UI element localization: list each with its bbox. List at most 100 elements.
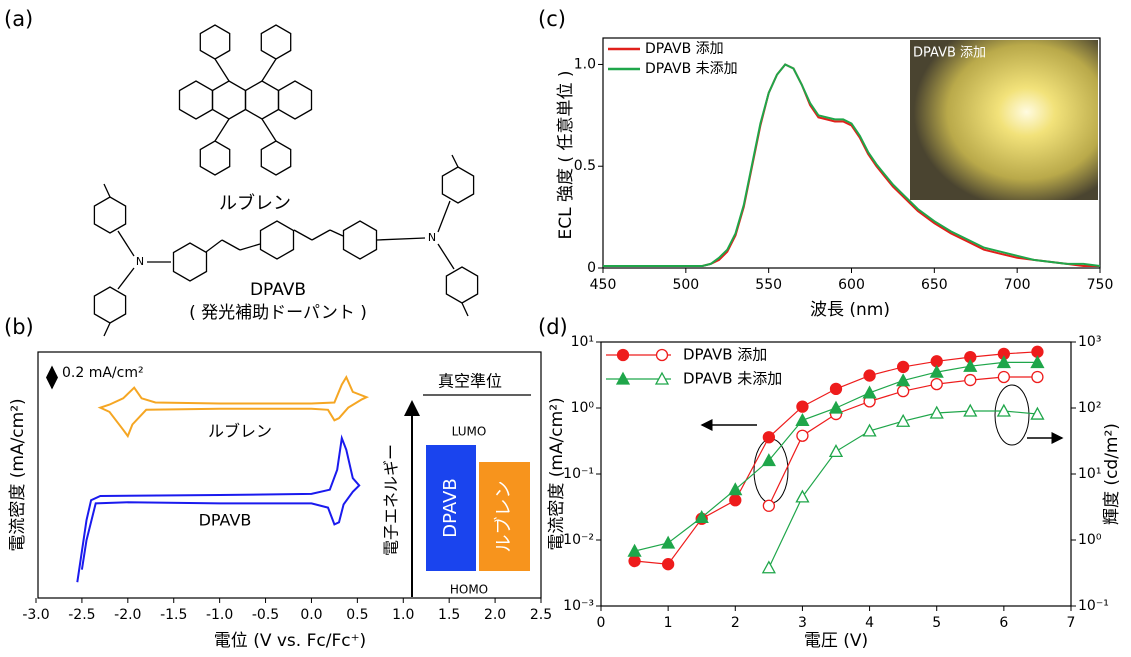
bond — [215, 59, 229, 81]
bond — [104, 184, 110, 197]
x-tick-label: 600 — [838, 277, 865, 293]
ring — [213, 81, 246, 119]
bond — [118, 268, 134, 289]
series-label: DPAVB — [199, 511, 252, 530]
x-tick-label: -2.0 — [114, 607, 141, 623]
x-axis-label: 波長 (nm) — [810, 300, 890, 320]
bond — [240, 244, 260, 250]
data-line — [769, 411, 1038, 568]
vacuum-level-label: 真空準位 — [438, 372, 502, 391]
y-tick-label: 0.5 — [574, 158, 596, 174]
inset-photo — [910, 40, 1098, 200]
x-tick-label: 5 — [932, 615, 941, 631]
y2-axis-label: 輝度 (cd/m²) — [1102, 423, 1122, 525]
data-point — [796, 491, 808, 502]
ring — [261, 221, 294, 259]
molecule-note: ( 発光補助ドーパント ) — [189, 303, 367, 323]
panel-label: (b) — [4, 315, 34, 339]
figure: (a) ルブレン DPAVB ( 発光補助ドーパント ) N N DPAVB 添… — [0, 0, 1131, 657]
ring — [246, 81, 279, 119]
bond — [330, 230, 343, 236]
bond — [312, 230, 330, 240]
data-point — [831, 383, 842, 394]
bond — [377, 238, 425, 240]
y-tick-label: 10¹ — [571, 334, 594, 350]
data-point — [898, 386, 909, 397]
homo-label: HOMO — [450, 583, 488, 597]
x-tick-label: 0 — [597, 615, 606, 631]
series-label: ルブレン — [208, 422, 272, 441]
data-point — [763, 500, 774, 511]
ring — [180, 81, 213, 119]
y2-tick-label: 10² — [1078, 400, 1101, 416]
x-tick-label: 6 — [999, 615, 1008, 631]
x-tick-label: 2.0 — [484, 607, 506, 623]
legend-label: DPAVB 添加 — [683, 346, 767, 364]
x-tick-label: 1 — [664, 615, 673, 631]
data-point — [830, 445, 842, 456]
data-point — [864, 387, 876, 398]
data-point — [730, 495, 741, 506]
x-axis-label: 電圧 (V) — [804, 631, 868, 651]
energy-axis-label: 電子エネルギー — [382, 444, 401, 556]
annotation-ellipse — [754, 439, 788, 503]
x-tick-label: 700 — [1004, 277, 1031, 293]
atom-label: N — [428, 231, 436, 244]
bond — [262, 59, 276, 81]
molecule-name: ルブレン — [219, 192, 291, 214]
ring — [94, 287, 125, 323]
panel-label: (c) — [538, 7, 566, 31]
data-point — [898, 361, 909, 372]
data-point — [931, 379, 942, 390]
data-point — [864, 370, 875, 381]
ring — [200, 25, 229, 59]
x-tick-label: 1.0 — [392, 607, 414, 623]
x-tick-label: 4 — [865, 615, 874, 631]
y-tick-label: 10⁻¹ — [563, 466, 594, 482]
scale-bar-label: 0.2 mA/cm² — [62, 365, 144, 381]
data-point — [629, 556, 640, 567]
bond — [262, 119, 276, 141]
y2-tick-label: 10¹ — [1078, 466, 1101, 482]
y2-tick-label: 10⁰ — [1078, 532, 1102, 548]
x-axis-label: 電位 (V vs. Fc/Fc⁺) — [214, 631, 366, 651]
legend-label: DPAVB 未添加 — [645, 61, 738, 77]
x-tick-label: 3 — [798, 615, 807, 631]
data-point — [796, 414, 808, 425]
ring — [446, 267, 477, 303]
energy-level-label: ルブレン — [493, 481, 515, 553]
bond — [438, 244, 454, 269]
legend-marker — [618, 350, 629, 361]
y-tick-label: 10⁻² — [563, 532, 594, 548]
bond — [118, 231, 134, 256]
x-tick-label: 450 — [590, 277, 617, 293]
ring — [344, 221, 377, 259]
x-tick-label: -2.5 — [68, 607, 95, 623]
x-tick-label: -1.5 — [160, 607, 187, 623]
y-axis-label: ECL 強度 ( 任意単位 ) — [556, 71, 576, 240]
data-point — [1032, 371, 1043, 382]
data-point — [797, 401, 808, 412]
y-axis-label: 電流密度 (mA/cm²) — [8, 398, 28, 551]
x-tick-label: 750 — [1087, 277, 1114, 293]
bond — [294, 230, 312, 240]
data-point — [763, 562, 775, 573]
lumo-label: LUMO — [452, 425, 487, 439]
legend-label: DPAVB 未添加 — [683, 370, 782, 388]
bond — [104, 323, 110, 336]
x-tick-label: 2 — [731, 615, 740, 631]
bond — [215, 119, 229, 141]
legend-marker — [657, 350, 668, 361]
x-tick-label: -1.0 — [206, 607, 233, 623]
y2-tick-label: 10³ — [1078, 334, 1101, 350]
x-tick-label: 0.0 — [300, 607, 322, 623]
x-tick-label: -3.0 — [22, 607, 49, 623]
panel-label: (a) — [4, 7, 33, 31]
legend-label: DPAVB 添加 — [645, 41, 724, 57]
data-point — [998, 371, 1009, 382]
bond — [438, 201, 450, 232]
ring — [442, 167, 473, 203]
y2-tick-label: 10⁻¹ — [1078, 598, 1109, 614]
ring — [94, 197, 125, 233]
x-tick-label: -0.5 — [252, 607, 279, 623]
